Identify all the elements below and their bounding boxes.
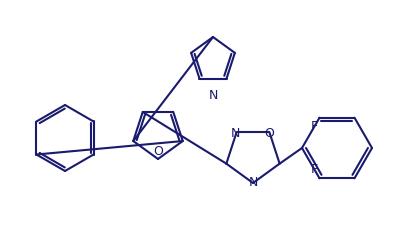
Text: F: F bbox=[310, 163, 317, 176]
Text: N: N bbox=[248, 175, 257, 188]
Text: N: N bbox=[208, 89, 217, 102]
Text: O: O bbox=[153, 145, 162, 158]
Text: O: O bbox=[264, 127, 274, 140]
Text: F: F bbox=[310, 120, 317, 133]
Text: N: N bbox=[230, 127, 240, 140]
